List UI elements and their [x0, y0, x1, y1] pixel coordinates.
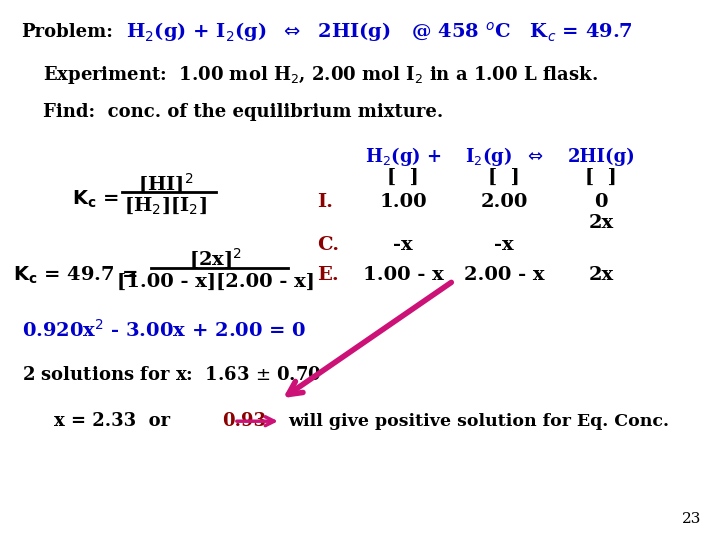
Text: 2HI(g): 2HI(g) [567, 147, 635, 166]
Text: Find:  conc. of the equilibrium mixture.: Find: conc. of the equilibrium mixture. [43, 103, 444, 121]
Text: E.: E. [317, 266, 338, 285]
Text: [H$_2$][I$_2$]: [H$_2$][I$_2$] [124, 195, 207, 215]
Text: -x: -x [393, 235, 413, 254]
Text: [  ]: [ ] [387, 168, 419, 186]
Text: Experiment:  1.00 mol H$_2$, 2.00 mol I$_2$ in a 1.00 L flask.: Experiment: 1.00 mol H$_2$, 2.00 mol I$_… [43, 64, 598, 85]
Text: -x: -x [494, 235, 514, 254]
Text: I.: I. [317, 193, 333, 211]
Text: Problem:: Problem: [22, 23, 114, 42]
Text: 2x: 2x [589, 266, 613, 285]
Text: will give positive solution for Eq. Conc.: will give positive solution for Eq. Conc… [288, 413, 669, 430]
Text: [1.00 - x][2.00 - x]: [1.00 - x][2.00 - x] [117, 273, 315, 291]
Text: [HI]$^2$: [HI]$^2$ [138, 172, 194, 195]
Text: 1.00 - x: 1.00 - x [363, 266, 444, 285]
Text: 1.00: 1.00 [379, 193, 427, 211]
Text: 2.00 - x: 2.00 - x [464, 266, 544, 285]
Text: H$_2$(g) + I$_2$(g)  $\Leftrightarrow$  2HI(g)   @ 458 $^o$C   K$_c$ = 49.7: H$_2$(g) + I$_2$(g) $\Leftrightarrow$ 2H… [126, 21, 633, 44]
Text: 0: 0 [595, 193, 608, 211]
Text: 2.00: 2.00 [480, 193, 528, 211]
Text: I$_2$(g)  $\Leftrightarrow$: I$_2$(g) $\Leftrightarrow$ [464, 145, 544, 168]
Text: x = 2.33  or: x = 2.33 or [54, 412, 176, 430]
Text: H$_2$(g) +: H$_2$(g) + [365, 145, 441, 168]
Text: $\mathbf{K_c}$ = 49.7 =: $\mathbf{K_c}$ = 49.7 = [13, 265, 138, 286]
Text: [  ]: [ ] [488, 168, 520, 186]
Text: 2x: 2x [589, 214, 613, 232]
Text: $\mathbf{K_c}$ =: $\mathbf{K_c}$ = [72, 189, 119, 211]
Text: [2x]$^2$: [2x]$^2$ [189, 247, 243, 271]
Text: 2 solutions for x:  1.63 $\pm$ 0.70: 2 solutions for x: 1.63 $\pm$ 0.70 [22, 366, 321, 384]
Text: 0.920x$^2$ - 3.00x + 2.00 = 0: 0.920x$^2$ - 3.00x + 2.00 = 0 [22, 319, 306, 340]
Text: C.: C. [317, 235, 339, 254]
Text: 23: 23 [682, 512, 701, 526]
Text: 0.93: 0.93 [222, 412, 266, 430]
Text: [  ]: [ ] [585, 168, 617, 186]
